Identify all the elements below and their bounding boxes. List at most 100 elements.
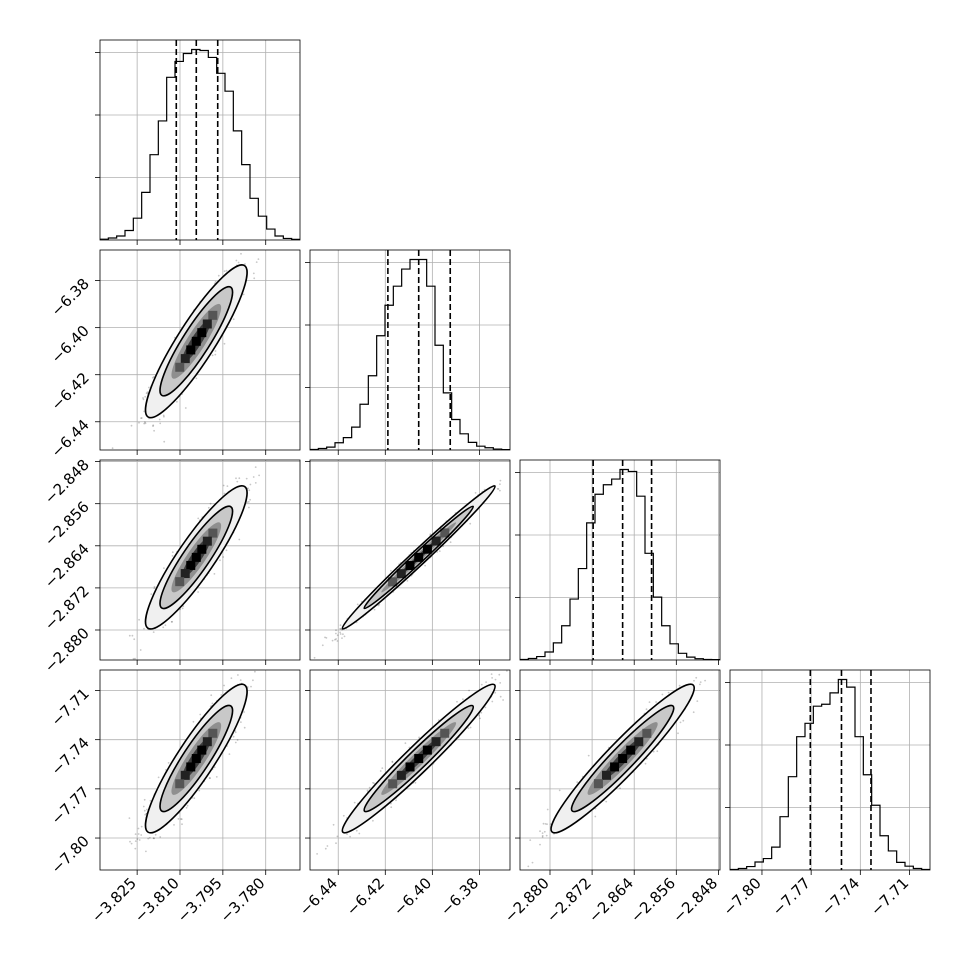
y-tick-label: −6.44 bbox=[48, 416, 93, 461]
scatter-point bbox=[235, 731, 237, 733]
panel-frame bbox=[310, 250, 510, 450]
scatter-point bbox=[172, 551, 174, 553]
scatter-point bbox=[407, 580, 409, 582]
scatter-point bbox=[210, 503, 212, 505]
scatter-point bbox=[135, 833, 137, 835]
scatter-point bbox=[513, 467, 515, 469]
scatter-point bbox=[240, 679, 242, 681]
scatter-point bbox=[224, 270, 226, 272]
y-tick-label: −2.880 bbox=[41, 624, 93, 676]
scatter-point bbox=[344, 636, 346, 638]
scatter-point bbox=[342, 633, 344, 635]
scatter-point bbox=[450, 541, 452, 543]
scatter-point bbox=[248, 501, 250, 503]
scatter-point bbox=[176, 401, 178, 403]
scatter-point bbox=[144, 396, 146, 398]
scatter-point bbox=[255, 466, 257, 468]
scatter-point bbox=[262, 245, 264, 247]
density-cell bbox=[186, 345, 195, 354]
scatter-point bbox=[314, 657, 316, 659]
scatter-point bbox=[332, 640, 334, 642]
scatter-point bbox=[144, 799, 146, 801]
scatter-point bbox=[147, 838, 149, 840]
scatter-point bbox=[339, 628, 341, 630]
scatter-point bbox=[131, 843, 133, 845]
scatter-point bbox=[214, 354, 216, 356]
scatter-point bbox=[255, 482, 257, 484]
y-tick-label: −2.872 bbox=[41, 582, 93, 634]
y-tick-label: −6.42 bbox=[48, 369, 93, 414]
scatter-point bbox=[231, 677, 233, 679]
scatter-point bbox=[240, 253, 242, 255]
scatter-point bbox=[163, 415, 165, 417]
scatter-point bbox=[197, 518, 199, 520]
density-cell bbox=[181, 354, 190, 363]
histogram-panel-2 bbox=[515, 460, 720, 665]
y-tick-label: −2.856 bbox=[41, 498, 93, 550]
y-tick-label: −2.848 bbox=[41, 456, 93, 508]
scatter-point bbox=[340, 633, 342, 635]
histogram-panel-1 bbox=[305, 250, 510, 455]
scatter-point bbox=[226, 270, 228, 272]
scatter-point bbox=[337, 634, 339, 636]
scatter-point bbox=[129, 635, 131, 637]
scatter-point bbox=[335, 633, 337, 635]
scatter-point bbox=[212, 703, 214, 705]
scatter-point bbox=[198, 790, 200, 792]
scatter-point bbox=[256, 261, 258, 263]
histogram-series-0 bbox=[100, 50, 300, 240]
scatter-point bbox=[340, 624, 342, 626]
scatter-point bbox=[227, 485, 229, 487]
scatter-point bbox=[224, 343, 226, 345]
scatter-point bbox=[238, 477, 240, 479]
scatter-point bbox=[208, 507, 210, 509]
scatter-point bbox=[140, 649, 142, 651]
panel-plot-area bbox=[100, 40, 300, 240]
scatter-point bbox=[270, 434, 272, 436]
histogram-panel-0 bbox=[95, 40, 300, 245]
scatter-point bbox=[249, 499, 251, 501]
scatter-point bbox=[250, 484, 252, 486]
scatter-point bbox=[143, 628, 145, 630]
scatter-point bbox=[163, 567, 165, 569]
panel-plot-area bbox=[100, 659, 300, 870]
scatter-panel-1-0: −6.44−6.42−6.40−6.38 bbox=[48, 238, 300, 461]
scatter-point bbox=[159, 419, 161, 421]
scatter-point bbox=[134, 848, 136, 850]
scatter-point bbox=[258, 238, 260, 240]
scatter-point bbox=[322, 644, 324, 646]
panel-plot-area bbox=[100, 238, 300, 461]
scatter-point bbox=[219, 559, 221, 561]
scatter-point bbox=[131, 425, 133, 427]
density-cell bbox=[181, 569, 190, 578]
scatter-panel-2-1 bbox=[305, 460, 522, 669]
scatter-point bbox=[500, 480, 502, 482]
scatter-point bbox=[258, 258, 260, 260]
scatter-point bbox=[236, 260, 238, 262]
y-tick-label: −2.864 bbox=[41, 540, 93, 592]
scatter-point bbox=[159, 836, 161, 838]
scatter-point bbox=[229, 753, 231, 755]
scatter-point bbox=[337, 640, 339, 642]
density-cell bbox=[197, 328, 206, 337]
density-cell bbox=[208, 311, 217, 320]
scatter-point bbox=[143, 806, 145, 808]
scatter-point bbox=[163, 441, 165, 443]
density-cell bbox=[175, 363, 184, 372]
scatter-point bbox=[243, 294, 245, 296]
scatter-point bbox=[149, 837, 151, 839]
scatter-point bbox=[335, 629, 337, 631]
scatter-point bbox=[147, 391, 149, 393]
scatter-point bbox=[141, 826, 143, 828]
scatter-point bbox=[182, 608, 184, 610]
scatter-point bbox=[140, 834, 142, 836]
y-tick-label: −6.38 bbox=[48, 275, 93, 320]
density-cell bbox=[192, 553, 201, 562]
scatter-point bbox=[246, 478, 248, 480]
scatter-point bbox=[253, 273, 255, 275]
scatter-point bbox=[498, 488, 500, 490]
scatter-point bbox=[357, 604, 359, 606]
scatter-point bbox=[248, 489, 250, 491]
scatter-point bbox=[253, 277, 255, 279]
